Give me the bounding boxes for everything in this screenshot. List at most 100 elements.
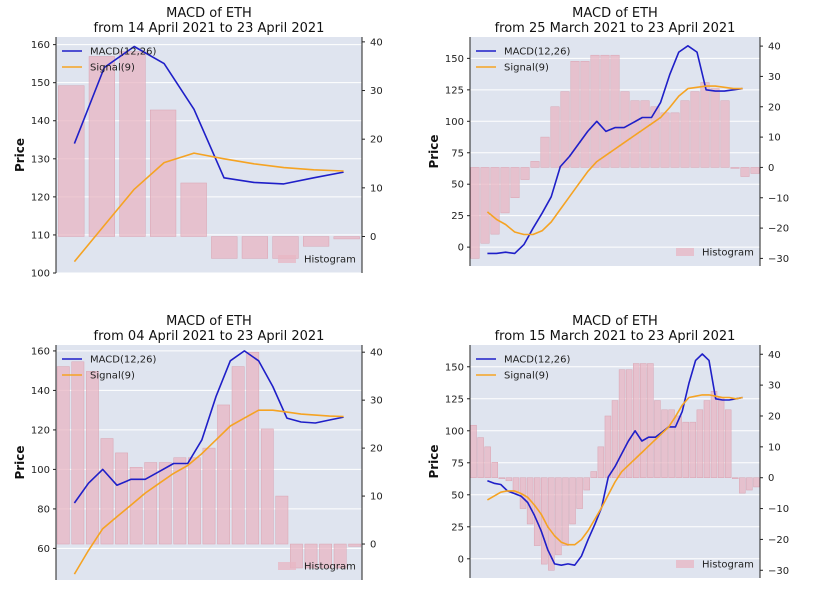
right-tick-label: 30 [768, 381, 781, 392]
histogram-bar [173, 457, 187, 545]
left-tick-label: 125 [445, 394, 464, 405]
histogram-bar [732, 477, 739, 479]
left-tick-label: 110 [31, 230, 50, 241]
y-axis-label: Price [427, 134, 441, 168]
chart-subtitle: from 15 March 2021 to 23 April 2021 [495, 329, 736, 344]
histogram-bar [740, 167, 750, 177]
histogram-bar [680, 100, 690, 168]
histogram-bar [610, 54, 620, 168]
histogram-bar [618, 369, 626, 478]
histogram-bar [548, 477, 555, 571]
histogram-bar [640, 363, 647, 478]
histogram-bar [597, 446, 605, 478]
histogram-bar [88, 56, 116, 237]
right-tick-label: 20 [768, 411, 781, 422]
histogram-bar [660, 112, 670, 168]
left-tick-label: 60 [37, 544, 50, 555]
y-axis-label: Price [427, 444, 441, 478]
histogram-bar [58, 85, 85, 237]
histogram-bar [654, 400, 661, 478]
signal-line [73, 409, 344, 575]
histogram-bar [720, 100, 730, 168]
legend-macd-label: MACD(12,26) [504, 355, 571, 366]
histogram-bar [304, 543, 318, 569]
right-tick-label: 0 [768, 473, 774, 484]
histogram-bar [700, 82, 710, 168]
histogram-bar [630, 100, 640, 168]
histogram-bar [275, 495, 289, 545]
histogram-bar [484, 446, 491, 478]
right-tick-label: 30 [768, 72, 781, 83]
right-tick-label: 10 [370, 492, 383, 503]
histogram-bar [100, 438, 114, 545]
histogram-bar [670, 112, 680, 168]
left-tick-label: 0 [458, 243, 464, 254]
left-tick-label: 25 [451, 522, 464, 533]
left-tick-label: 100 [31, 269, 50, 280]
right-tick-label: 0 [768, 163, 774, 174]
legend-macd-label: MACD(12,26) [504, 47, 571, 58]
histogram-bar [569, 477, 576, 525]
chart-title: MACD of ETH [572, 314, 658, 329]
signal-line [486, 85, 743, 236]
legend-histogram-label: Histogram [702, 560, 754, 571]
legend-histogram-swatch [676, 560, 694, 568]
chart-title: MACD of ETH [166, 314, 252, 329]
right-tick-label: −30 [768, 254, 789, 265]
signal-line [73, 152, 344, 263]
legend-signal-label: Signal(9) [90, 63, 135, 74]
histogram-bar [158, 462, 172, 545]
right-tick-label: 40 [768, 42, 781, 53]
right-tick-label: 30 [370, 396, 383, 407]
histogram-bar [625, 369, 633, 478]
histogram-bar [555, 477, 562, 556]
histogram-bar [611, 400, 619, 478]
histogram-bar [512, 477, 520, 494]
histogram-bar [470, 167, 480, 259]
right-tick-label: 10 [768, 442, 781, 453]
histogram-bar [217, 404, 230, 545]
chart-subtitle: from 25 March 2021 to 23 April 2021 [495, 21, 736, 36]
macd-line [487, 353, 743, 567]
histogram-bar [590, 54, 600, 168]
right-tick-label: −10 [768, 193, 789, 204]
histogram-bar [498, 477, 506, 479]
right-tick-label: −30 [768, 566, 789, 577]
right-tick-label: −20 [768, 535, 789, 546]
histogram-bar [530, 161, 540, 168]
legend-histogram-label: Histogram [304, 255, 356, 266]
histogram-bar [632, 363, 640, 478]
right-tick-label: 30 [370, 86, 383, 97]
legend-histogram-label: Histogram [304, 562, 356, 573]
histogram-bar [144, 462, 158, 545]
histogram-bar [730, 167, 740, 169]
histogram-bar [241, 236, 269, 259]
histogram-bar [661, 409, 668, 478]
left-tick-label: 100 [445, 117, 464, 128]
histogram-bar [668, 409, 675, 478]
left-tick-label: 160 [31, 40, 50, 51]
right-tick-label: 40 [370, 37, 383, 48]
left-tick-label: 150 [445, 362, 464, 373]
histogram-bar [562, 477, 569, 546]
chart-title: MACD of ETH [572, 6, 658, 21]
chart-subtitle: from 14 April 2021 to 23 April 2021 [94, 21, 325, 36]
legend-histogram-swatch [278, 562, 296, 570]
histogram-bar [520, 167, 530, 180]
histogram-bar [753, 477, 760, 488]
left-tick-label: 150 [31, 78, 50, 89]
left-tick-label: 25 [451, 211, 464, 222]
legend-histogram-swatch [278, 255, 296, 263]
signal-line [487, 394, 743, 546]
histogram-bar [746, 477, 753, 491]
histogram-bar [491, 462, 498, 478]
right-tick-label: 40 [768, 350, 781, 361]
left-tick-label: 125 [445, 85, 464, 96]
histogram-bar [576, 477, 583, 509]
legend-signal-label: Signal(9) [504, 63, 549, 74]
